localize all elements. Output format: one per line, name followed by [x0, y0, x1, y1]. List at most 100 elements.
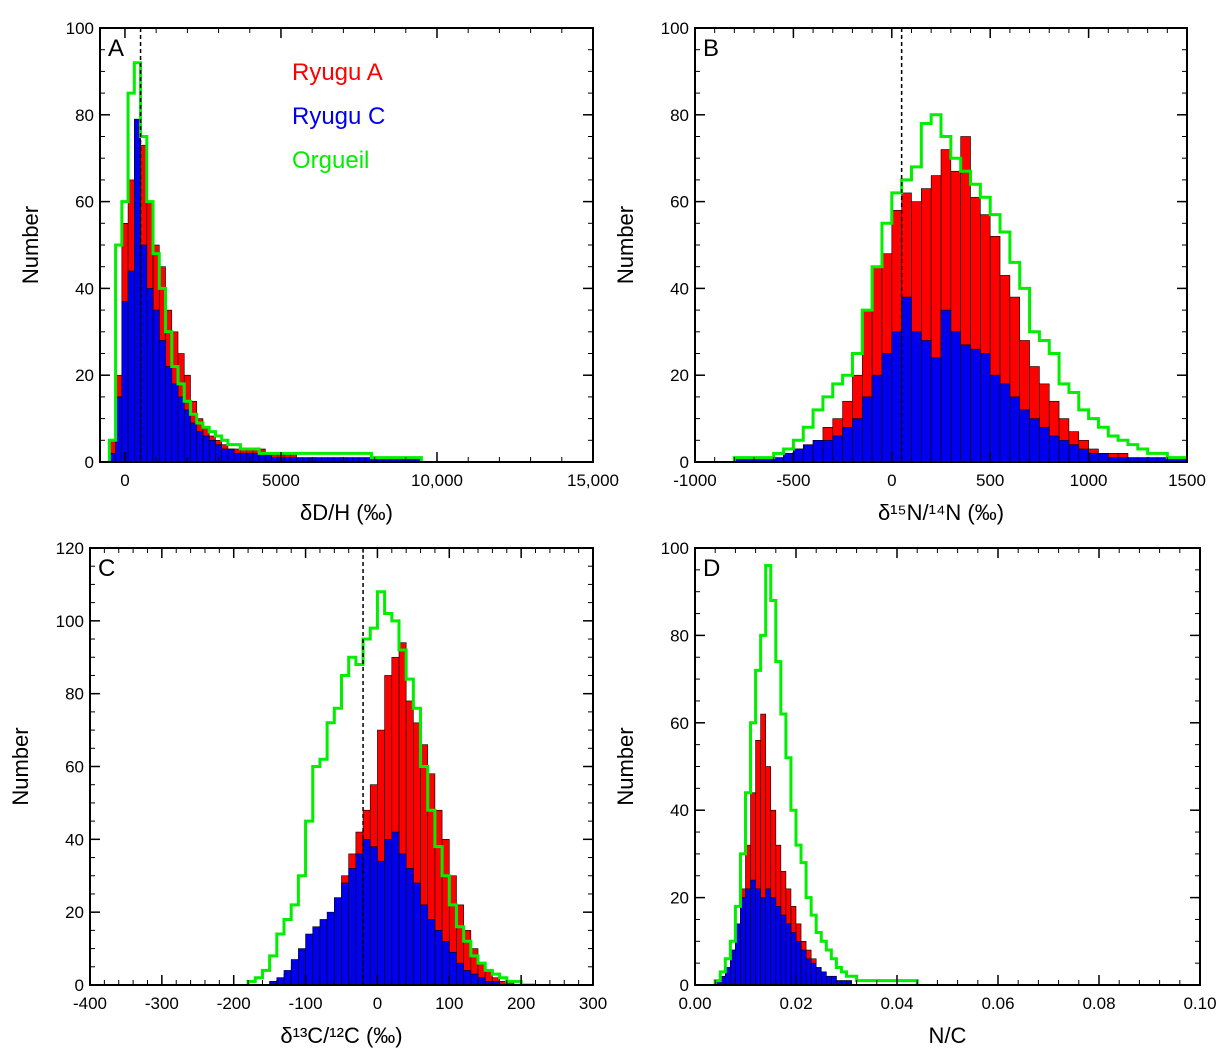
ryugu-c-bar	[901, 296, 912, 462]
ryugu-c-bar	[283, 970, 292, 985]
ryugu-c-bar	[775, 906, 782, 985]
ryugu-c-bar	[802, 444, 814, 462]
ryugu-c-bar	[1019, 409, 1030, 462]
ryugu-c-bar	[463, 970, 472, 985]
ryugu-c-bar	[398, 853, 407, 985]
ryugu-c-bar	[326, 911, 335, 985]
ryugu-c-bar	[842, 426, 853, 462]
x-tick-label: -100	[289, 994, 323, 1013]
x-tick-label: 0	[373, 994, 382, 1013]
ryugu-c-bar	[171, 383, 179, 462]
ryugu-c-bar	[999, 383, 1011, 462]
ryugu-c-bar	[1068, 444, 1080, 462]
ryugu-c-bar	[1207, 458, 1217, 462]
ryugu-c-bar	[413, 882, 421, 985]
ryugu-c-bar	[202, 435, 210, 462]
ryugu-c-bar	[1088, 453, 1099, 462]
x-tick-label: 0.10	[1183, 994, 1216, 1013]
ryugu-c-bar	[790, 932, 797, 985]
legend-entry: Ryugu C	[292, 103, 385, 130]
x-tick-label: -1000	[673, 471, 716, 490]
ryugu-c-bar	[891, 331, 902, 462]
ryugu-c-bar	[319, 919, 328, 985]
ryugu-c-bar	[305, 933, 314, 985]
y-tick-label: 80	[670, 106, 689, 125]
ryugu-c-bar	[755, 888, 761, 985]
x-tick-label: 0.00	[678, 994, 711, 1013]
ryugu-c-bar	[970, 348, 981, 462]
ryugu-c-bar	[276, 977, 285, 985]
y-tick-label: 40	[75, 279, 94, 298]
ryugu-c-bar	[1197, 458, 1207, 462]
ryugu-c-bar	[740, 897, 746, 985]
y-tick-label: 80	[670, 626, 689, 645]
ryugu-c-bar	[822, 439, 834, 462]
y-tick-label: 100	[56, 612, 84, 631]
ryugu-c-bar	[405, 868, 414, 985]
ryugu-c-bar	[760, 897, 767, 985]
ryugu-c-bar	[377, 860, 385, 985]
legend-entry: Orgueil	[292, 147, 369, 174]
x-tick-label: 0	[887, 471, 896, 490]
x-tick-label: 0.06	[981, 994, 1014, 1013]
ryugu-c-bar	[134, 118, 141, 462]
x-tick-label: 100	[435, 994, 463, 1013]
y-tick-label: 60	[670, 714, 689, 733]
ryugu-c-bar	[341, 882, 349, 985]
ryugu-c-bar	[312, 926, 321, 985]
x-tick-label: -200	[217, 994, 251, 1013]
y-tick-label: 100	[66, 19, 94, 38]
ryugu-c-bar	[362, 839, 371, 985]
ryugu-c-bar	[1058, 439, 1070, 462]
ryugu-a-bar	[1186, 457, 1187, 462]
ryugu-c-bar	[470, 973, 479, 985]
ryugu-c-bar	[152, 309, 160, 462]
x-axis-label: δ¹³C/¹²C (‰)	[280, 1023, 402, 1048]
ryugu-c-bar	[825, 975, 832, 985]
y-axis-label: Number	[8, 727, 33, 805]
ryugu-c-bar	[793, 448, 804, 462]
ryugu-c-bar	[190, 422, 198, 462]
x-tick-label: 0	[120, 471, 129, 490]
ryugu-c-bar	[477, 977, 486, 985]
panel-label: D	[703, 555, 720, 582]
ryugu-c-bar	[921, 340, 932, 462]
panel-c: -400 -300 -200 -100 0 100 200 300 0 20 40 60 80 100 12…	[8, 539, 607, 1048]
x-tick-label: 1500	[1168, 471, 1206, 490]
ryugu-c-bar	[208, 439, 216, 462]
ryugu-c-bar	[369, 846, 378, 985]
ryugu-c-bar	[240, 453, 247, 462]
panel-label: A	[108, 35, 124, 62]
ryugu-c-bar	[298, 948, 306, 985]
orgueil-step-line	[246, 590, 536, 985]
ryugu-c-bar	[196, 431, 204, 462]
x-tick-label: 0.02	[779, 994, 812, 1013]
ryugu-c-bar	[989, 374, 1001, 462]
ryugu-c-bar	[127, 270, 135, 462]
panel-label: B	[703, 35, 719, 62]
ryugu-c-bar	[911, 331, 922, 462]
ryugu-c-bar	[348, 868, 357, 985]
ryugu-c-bar	[780, 914, 787, 985]
ryugu-c-bar	[420, 904, 429, 985]
ryugu-c-bar	[871, 374, 883, 462]
ryugu-c-bar	[770, 897, 777, 985]
ryugu-c-bar	[805, 958, 812, 985]
ryugu-c-bar	[427, 919, 436, 985]
y-tick-label: 80	[65, 685, 84, 704]
ryugu-c-bar	[940, 309, 952, 462]
ryugu-c-bar	[930, 357, 942, 462]
ryugu-c-bar	[391, 831, 400, 985]
y-tick-label: 20	[65, 903, 84, 922]
ryugu-c-bar	[765, 888, 772, 985]
y-tick-label: 100	[661, 19, 689, 38]
y-tick-label: 20	[670, 366, 689, 385]
ryugu-c-bar	[745, 888, 751, 985]
ryugu-c-bar	[355, 853, 364, 985]
x-tick-label: 1000	[1070, 471, 1108, 490]
x-axis-label: δD/H (‰)	[300, 500, 393, 525]
y-tick-label: 0	[680, 453, 689, 472]
ryugu-c-bar	[832, 435, 843, 462]
y-tick-label: 120	[56, 539, 84, 558]
